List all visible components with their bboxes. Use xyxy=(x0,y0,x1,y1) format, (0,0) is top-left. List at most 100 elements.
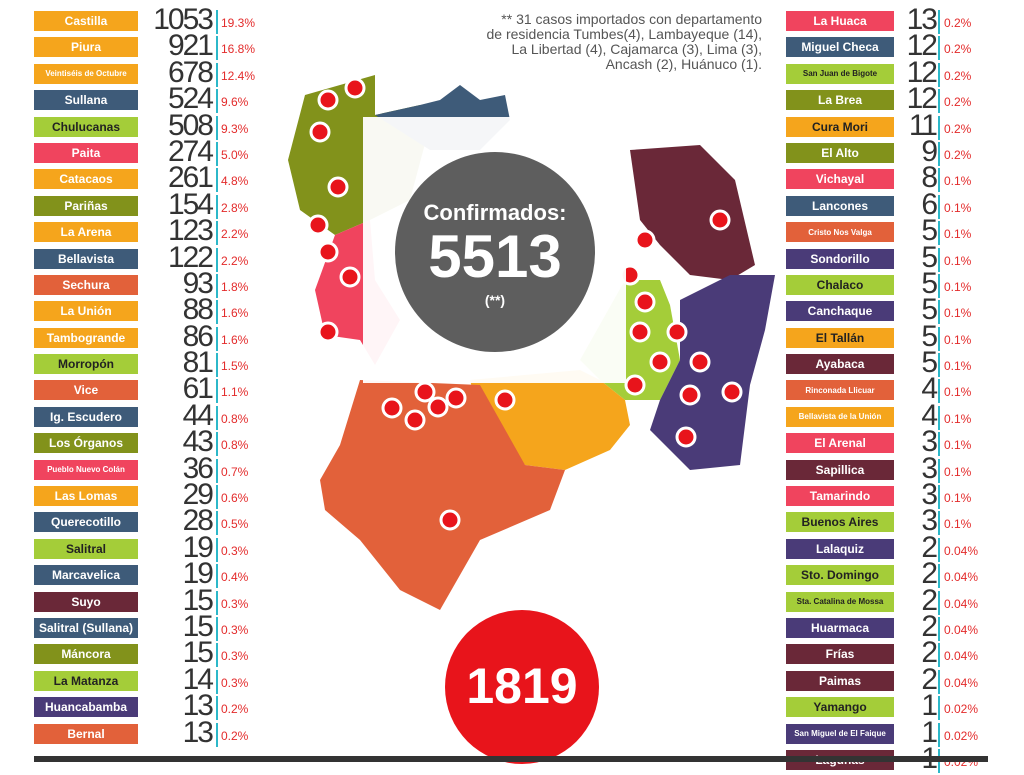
district-label: Canchaque xyxy=(786,301,894,322)
district-count: 19 xyxy=(182,557,214,591)
district-label: Lalaquiz xyxy=(786,538,894,559)
district-count: 9 xyxy=(921,134,938,168)
divider xyxy=(216,669,218,694)
district-row: Querecotillo 28 0.5% xyxy=(34,506,294,536)
district-row: Bellavista de la Unión 4 0.1% xyxy=(786,400,1022,430)
divider xyxy=(938,115,940,140)
map-case-dot xyxy=(317,321,339,343)
district-row: Bellavista 122 2.2% xyxy=(34,242,294,272)
district-percent: 0.02% xyxy=(944,728,979,743)
district-percent: 0.1% xyxy=(944,227,972,242)
divider xyxy=(216,141,218,166)
district-count: 5 xyxy=(921,240,938,274)
district-percent: 0.1% xyxy=(944,411,972,426)
district-percent: 0.8% xyxy=(221,438,249,453)
map-case-dot xyxy=(689,351,711,373)
district-percent: 0.2% xyxy=(944,16,972,30)
district-row: El Tallán 5 0.1% xyxy=(786,321,1022,351)
district-count: 678 xyxy=(167,55,214,89)
district-count: 5 xyxy=(921,293,938,327)
district-label: Castilla xyxy=(34,11,138,31)
district-count: 2 xyxy=(921,583,938,617)
map-case-dot xyxy=(381,397,403,419)
district-label: Bellavista xyxy=(34,248,138,269)
district-row: Salitral (Sullana) 15 0.3% xyxy=(34,611,294,641)
divider xyxy=(938,616,940,641)
divider xyxy=(938,643,940,668)
district-percent: 0.3% xyxy=(221,649,249,664)
district-count: 921 xyxy=(167,29,214,63)
district-row: Piura 921 16.8% xyxy=(34,29,294,63)
district-row: Lalaquiz 2 0.04% xyxy=(786,532,1022,562)
district-label: Lancones xyxy=(786,195,894,216)
district-row: Rinconada Llicuar 4 0.1% xyxy=(786,374,1022,404)
district-row: Paimas 2 0.04% xyxy=(786,662,1022,696)
map-case-dot xyxy=(494,389,516,411)
district-percent: 19.3% xyxy=(221,16,256,30)
district-row: Sondorillo 5 0.1% xyxy=(786,240,1022,274)
district-percent: 9.3% xyxy=(221,121,249,136)
district-label: Marcavelica xyxy=(34,565,138,586)
divider xyxy=(938,353,940,378)
map-case-dot xyxy=(404,409,426,431)
district-label: Suyo xyxy=(34,591,138,612)
district-label: San Miguel de El Faique xyxy=(786,723,894,744)
district-count: 2 xyxy=(921,662,938,696)
district-row: Las Lomas 29 0.6% xyxy=(34,480,294,510)
divider xyxy=(938,432,940,457)
district-row: Ayabaca 5 0.1% xyxy=(786,348,1022,378)
district-percent: 0.1% xyxy=(944,174,972,189)
district-row: Canchaque 5 0.1% xyxy=(786,293,1022,327)
divider xyxy=(938,669,940,694)
district-count: 3 xyxy=(921,504,938,538)
left-district-list: Castilla 1053 19.3% Piura 921 16.8% Veintiséis… xyxy=(34,5,294,747)
district-count: 508 xyxy=(167,108,214,142)
district-count: 154 xyxy=(167,187,214,221)
district-label: Tambogrande xyxy=(34,327,138,348)
map-case-dot xyxy=(629,321,651,343)
district-percent: 0.2% xyxy=(944,95,972,110)
divider xyxy=(938,89,940,114)
district-percent: 0.1% xyxy=(944,279,972,294)
district-row: La Arena 123 2.2% xyxy=(34,216,294,246)
district-label: La Matanza xyxy=(34,670,138,691)
district-label: Los Órganos xyxy=(34,433,138,454)
divider xyxy=(216,247,218,272)
district-count: 2 xyxy=(921,636,938,670)
divider xyxy=(938,590,940,615)
district-row: Lancones 6 0.1% xyxy=(786,189,1022,219)
district-count: 1 xyxy=(921,715,938,749)
map-case-dot xyxy=(317,89,339,111)
divider xyxy=(938,168,940,193)
district-row: Suyo 15 0.3% xyxy=(34,585,294,615)
district-row: Sto. Domingo 2 0.04% xyxy=(786,559,1022,589)
district-percent: 0.1% xyxy=(944,438,972,453)
divider xyxy=(938,379,940,404)
divider xyxy=(216,696,218,721)
district-row: Morropón 81 1.5% xyxy=(34,348,294,378)
district-row: La Matanza 14 0.3% xyxy=(34,664,294,694)
district-row: Sullana 524 9.6% xyxy=(34,84,294,114)
district-label: Sto. Domingo xyxy=(786,565,894,586)
district-row: Vice 61 1.1% xyxy=(34,374,294,404)
divider xyxy=(938,511,940,536)
district-count: 261 xyxy=(167,161,214,195)
district-count: 11 xyxy=(908,108,938,142)
district-label: Morropón xyxy=(34,354,138,375)
note-line: La Libertad (4), Cajamarca (3), Lima (3)… xyxy=(511,41,762,57)
district-label: Ayabaca xyxy=(786,354,894,375)
district-count: 93 xyxy=(182,266,214,300)
divider xyxy=(216,643,218,668)
map-case-dot xyxy=(679,384,701,406)
district-percent: 9.6% xyxy=(221,95,249,110)
map-case-dot xyxy=(327,176,349,198)
map-case-dot xyxy=(721,381,743,403)
bottom-bar xyxy=(34,756,988,762)
district-percent: 0.1% xyxy=(944,332,972,347)
district-count: 13 xyxy=(906,3,938,36)
imported-cases-note: ** 31 casos importados con departamento … xyxy=(432,12,762,72)
map-case-dot xyxy=(675,426,697,448)
district-count: 86 xyxy=(182,319,214,353)
district-label: Cristo Nos Valga xyxy=(786,222,894,243)
divider xyxy=(938,36,940,61)
